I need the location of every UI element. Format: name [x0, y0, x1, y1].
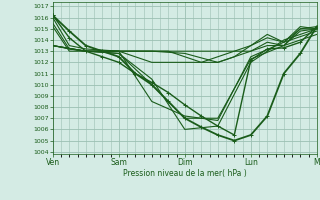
X-axis label: Pression niveau de la mer( hPa ): Pression niveau de la mer( hPa ): [123, 169, 247, 178]
